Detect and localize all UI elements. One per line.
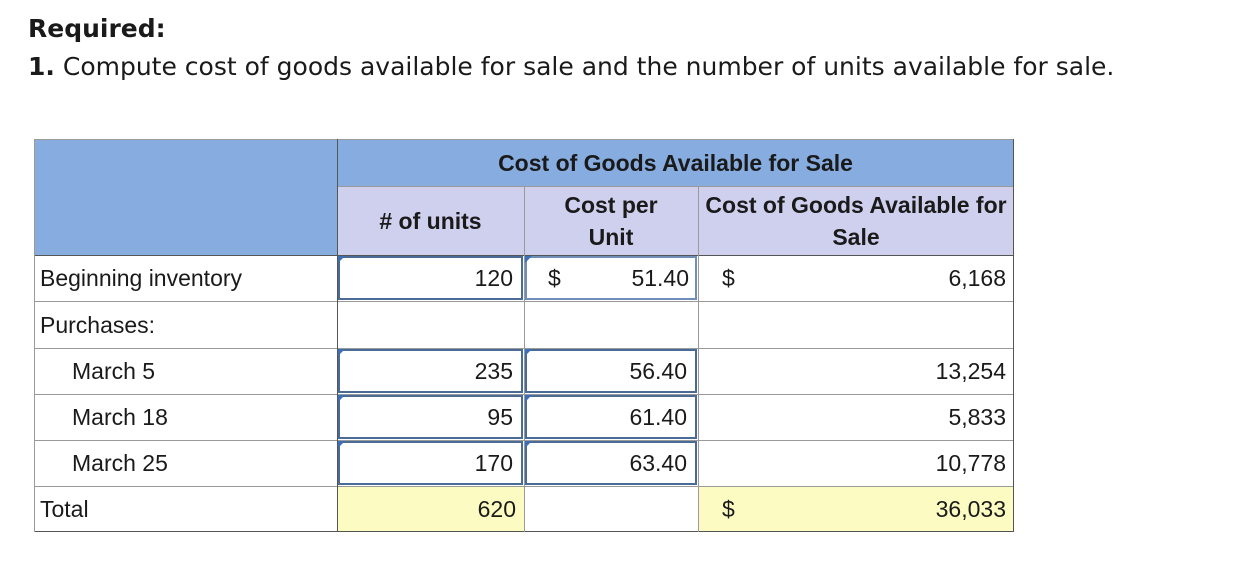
cogs-table: Cost of Goods Available for Sale # of un…	[34, 139, 1014, 532]
column-divider	[524, 186, 525, 532]
input-marker-icon	[338, 256, 345, 263]
row-divider	[337, 186, 1014, 187]
header-units: # of units	[337, 186, 524, 255]
input-marker-icon	[525, 441, 532, 448]
input-marker-icon	[338, 395, 345, 402]
row-label-march-25: March 25	[72, 449, 168, 476]
input-marker-icon	[525, 395, 532, 402]
dollar-sign-total: $	[722, 496, 735, 522]
units-input-march-18[interactable]: 95	[338, 395, 523, 439]
column-divider	[698, 186, 699, 532]
row-label-beginning-inventory: Beginning inventory	[40, 264, 243, 291]
row-label-total: Total	[40, 495, 89, 522]
row-label-march-5: March 5	[72, 357, 156, 384]
header-cost-available: Cost of Goods Available for Sale	[698, 186, 1014, 255]
instruction-number: 1.	[28, 52, 55, 81]
total-march-18: 5,833	[948, 403, 1006, 430]
cost-input-march-25[interactable]: 63.40	[525, 441, 697, 485]
cost-input-beginning-box[interactable]	[525, 256, 697, 300]
units-input-march-25[interactable]: 170	[338, 441, 523, 485]
table-border-left	[34, 139, 35, 532]
instruction-body: Compute cost of goods available for sale…	[62, 52, 1115, 81]
input-marker-icon	[338, 441, 345, 448]
cost-input-march-5[interactable]: 56.40	[525, 349, 697, 393]
total-beginning: 6,168	[948, 264, 1006, 291]
units-input-march-5[interactable]: 235	[338, 349, 523, 393]
instruction-text: 1. Compute cost of goods available for s…	[28, 52, 1114, 81]
required-heading: Required:	[28, 14, 166, 43]
dollar-sign-total-beginning: $	[722, 265, 735, 291]
header-cost-per-unit: Cost per Unit	[524, 186, 698, 255]
dollar-sign-cost-beginning: $	[548, 265, 561, 291]
units-input-beginning[interactable]: 120	[338, 256, 523, 300]
cost-input-march-18[interactable]: 61.40	[525, 395, 697, 439]
input-marker-icon	[525, 349, 532, 356]
total-units: 620	[338, 487, 524, 532]
cost-per-unit-beginning: 51.40	[631, 264, 689, 291]
total-cost-cell	[699, 487, 1014, 532]
input-marker-icon	[338, 349, 345, 356]
table-border-top	[34, 139, 1014, 140]
header-blank-cell	[34, 139, 337, 255]
group-header: Cost of Goods Available for Sale	[337, 139, 1014, 186]
total-march-5: 13,254	[935, 357, 1006, 384]
total-march-25: 10,778	[935, 449, 1006, 476]
total-cost-available: 36,033	[935, 495, 1006, 522]
row-label-march-18: March 18	[72, 403, 168, 430]
table-border-right	[1013, 139, 1014, 532]
column-divider	[337, 139, 338, 532]
row-label-purchases: Purchases:	[40, 311, 156, 338]
input-marker-icon	[525, 256, 532, 263]
